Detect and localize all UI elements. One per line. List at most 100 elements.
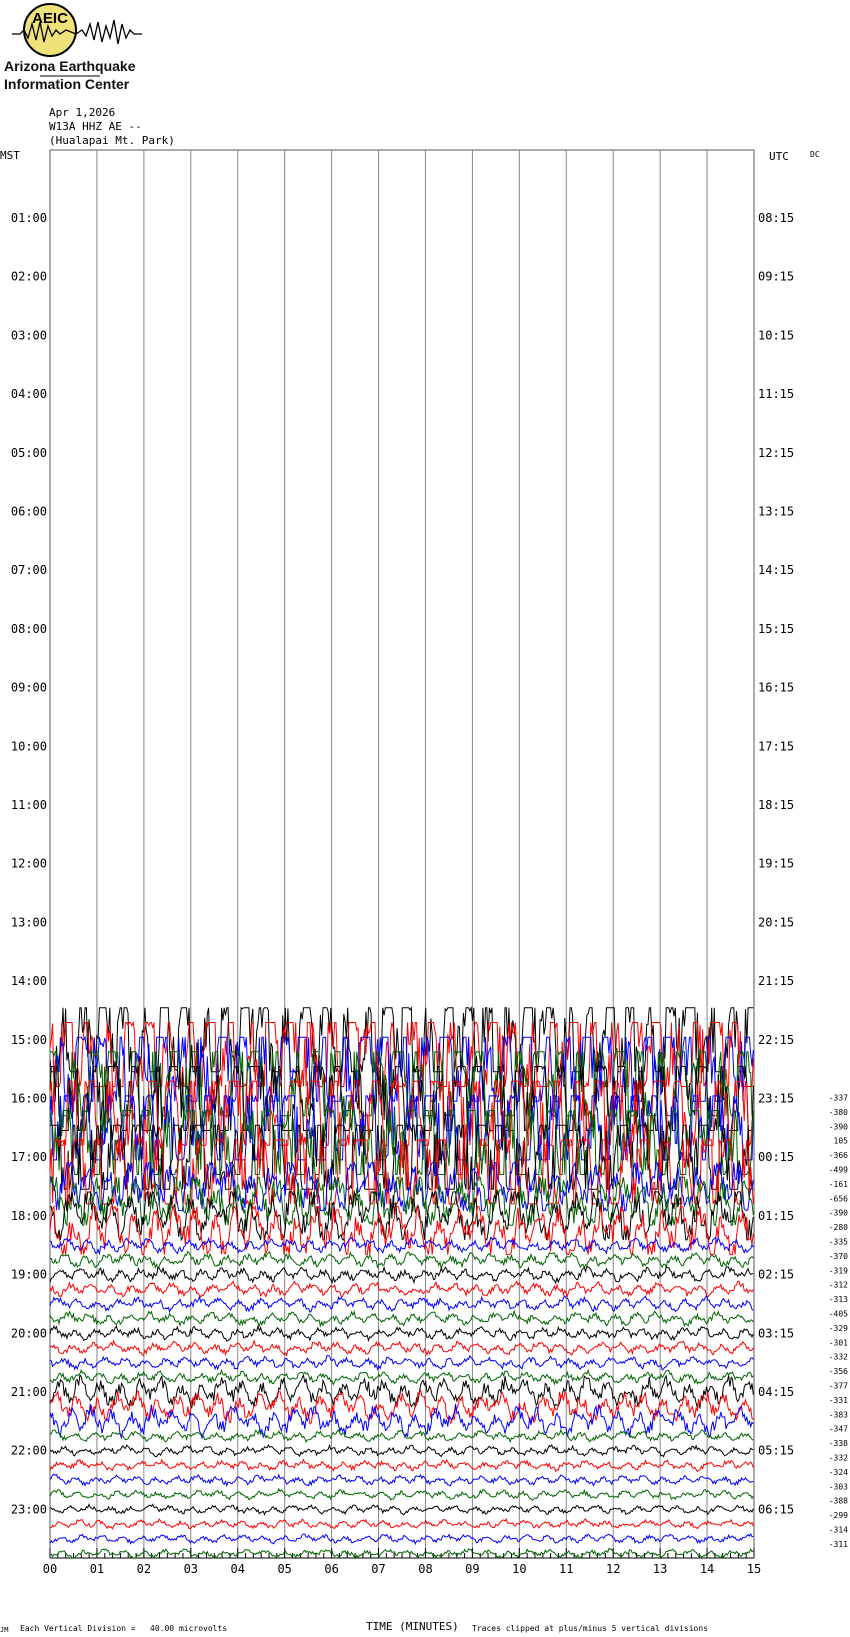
- dc-offset-label: -337: [829, 1094, 848, 1103]
- dc-offset-label: -335: [829, 1238, 848, 1247]
- clip-note: Traces clipped at plus/minus 5 vertical …: [472, 1624, 709, 1633]
- x-tick-label: 10: [512, 1562, 526, 1576]
- dc-offset-label: -324: [829, 1468, 848, 1477]
- seismic-trace: [49, 1389, 754, 1426]
- seismic-trace: [49, 1368, 754, 1386]
- dc-offset-label: -370: [829, 1252, 848, 1261]
- left-hour-label: 23:00: [11, 1502, 47, 1516]
- x-tick-label: 01: [90, 1562, 104, 1576]
- left-hour-label: 21:00: [11, 1385, 47, 1399]
- right-hour-label: 12:15: [758, 446, 794, 460]
- division-note: Each Vertical Division = 40.00 microvolt…: [20, 1624, 228, 1633]
- dc-offset-label: -499: [829, 1166, 848, 1175]
- left-hour-label: 20:00: [11, 1326, 47, 1340]
- dc-offset-label: -312: [829, 1281, 848, 1290]
- dc-offset-label: 105: [834, 1137, 849, 1146]
- seismic-trace: [49, 1532, 754, 1546]
- aeic-logo: AEIC Arizona Earthquake Information Cent…: [0, 0, 150, 100]
- x-axis-title: TIME (MINUTES): [366, 1620, 459, 1633]
- left-hour-label: 09:00: [11, 681, 47, 695]
- x-tick-label: 06: [324, 1562, 338, 1576]
- axis-labels: 00 01 02 03 04 05 06 07 08 09 10 11 12 13 14 15 01:00 02:…: [11, 211, 848, 1576]
- right-hour-label: 02:15: [758, 1268, 794, 1282]
- seismic-trace: [49, 1428, 754, 1444]
- dc-offset-label: -405: [829, 1310, 848, 1319]
- x-tick-label: 12: [606, 1562, 620, 1576]
- left-hour-label: 12:00: [11, 857, 47, 871]
- dc-offset-label: -390: [829, 1209, 848, 1218]
- svg-text:AEIC: AEIC: [32, 10, 68, 27]
- left-hour-label: 07:00: [11, 563, 47, 577]
- right-hour-label: 01:15: [758, 1209, 794, 1223]
- seismic-trace: [49, 1473, 754, 1488]
- left-hour-label: 17:00: [11, 1150, 47, 1164]
- seismic-trace: [49, 1458, 754, 1473]
- seismic-trace: [49, 1487, 754, 1502]
- x-tick-label: 02: [137, 1562, 151, 1576]
- dc-offset-label: -313: [829, 1295, 848, 1304]
- dc-offset-label: -356: [829, 1367, 848, 1376]
- seismic-trace: [50, 1050, 754, 1118]
- x-tick-label: 13: [653, 1562, 667, 1576]
- station-label: W13A HHZ AE --: [49, 120, 142, 133]
- seismic-trace: [49, 1190, 754, 1242]
- right-hour-label: 06:15: [758, 1502, 794, 1516]
- seismic-trace: [49, 1503, 754, 1516]
- left-hour-label: 22:00: [11, 1444, 47, 1458]
- left-hour-label: 08:00: [11, 622, 47, 636]
- right-hour-label: 03:15: [758, 1326, 794, 1340]
- date-label: Apr 1,2026: [49, 106, 116, 119]
- dc-offset-label: -331: [829, 1396, 848, 1405]
- aeic-badge-icon: AEIC: [12, 3, 142, 77]
- x-tick-label: 08: [418, 1562, 432, 1576]
- seismic-traces: [49, 1005, 754, 1560]
- x-tick-label: 09: [465, 1562, 479, 1576]
- dc-offset-label: -332: [829, 1454, 848, 1463]
- right-hour-label: 08:15: [758, 211, 794, 225]
- left-hour-label: 01:00: [11, 211, 47, 225]
- dc-offset-label: -347: [829, 1425, 848, 1434]
- right-hour-label: 16:15: [758, 681, 794, 695]
- x-tick-label: 14: [700, 1562, 714, 1576]
- dc-offset-label: -280: [829, 1223, 848, 1232]
- left-hour-label: 06:00: [11, 505, 47, 519]
- dc-offset-label: -388: [829, 1497, 848, 1506]
- seismic-trace: [49, 1108, 754, 1177]
- dc-offset-label: -303: [829, 1482, 848, 1491]
- seismic-trace: [49, 1264, 754, 1285]
- right-hour-label: 15:15: [758, 622, 794, 636]
- seismic-trace: [49, 1309, 754, 1328]
- logo-line2: Information Center: [4, 76, 130, 92]
- x-tick-label: 05: [277, 1562, 291, 1576]
- left-hour-label: 02:00: [11, 270, 47, 284]
- minute-grid: [49, 149, 755, 1559]
- seismic-trace: [49, 1518, 754, 1530]
- right-hour-label: 13:15: [758, 505, 794, 519]
- dc-offset-label: -299: [829, 1511, 848, 1520]
- dc-offset-label: -366: [829, 1151, 848, 1160]
- x-tick-label: 15: [747, 1562, 761, 1576]
- right-hour-label: 20:15: [758, 915, 794, 929]
- left-hour-label: 11:00: [11, 798, 47, 812]
- left-hour-label: 10:00: [11, 739, 47, 753]
- left-hour-label: 14:00: [11, 974, 47, 988]
- left-hour-label: 13:00: [11, 915, 47, 929]
- seismic-trace: [49, 1294, 754, 1314]
- left-hour-label: 15:00: [11, 1033, 47, 1047]
- right-hour-label: 09:15: [758, 270, 794, 284]
- right-hour-label: 05:15: [758, 1444, 794, 1458]
- x-tick-label: 04: [231, 1562, 245, 1576]
- right-hour-label: 19:15: [758, 857, 794, 871]
- seismic-trace: [49, 1236, 754, 1256]
- site-label: (Hualapai Mt. Park): [49, 134, 175, 147]
- seismic-trace: [49, 1373, 754, 1409]
- right-hour-label: 23:15: [758, 1092, 794, 1106]
- right-hour-label: 10:15: [758, 328, 794, 342]
- seismic-trace: [49, 1324, 754, 1343]
- seismic-trace: [49, 1204, 754, 1256]
- left-hour-label: 05:00: [11, 446, 47, 460]
- dc-offset-label: -161: [829, 1180, 848, 1189]
- utc-label: UTC: [769, 150, 789, 163]
- dc-offset-label: -377: [829, 1382, 848, 1391]
- seismic-trace: [49, 1547, 754, 1560]
